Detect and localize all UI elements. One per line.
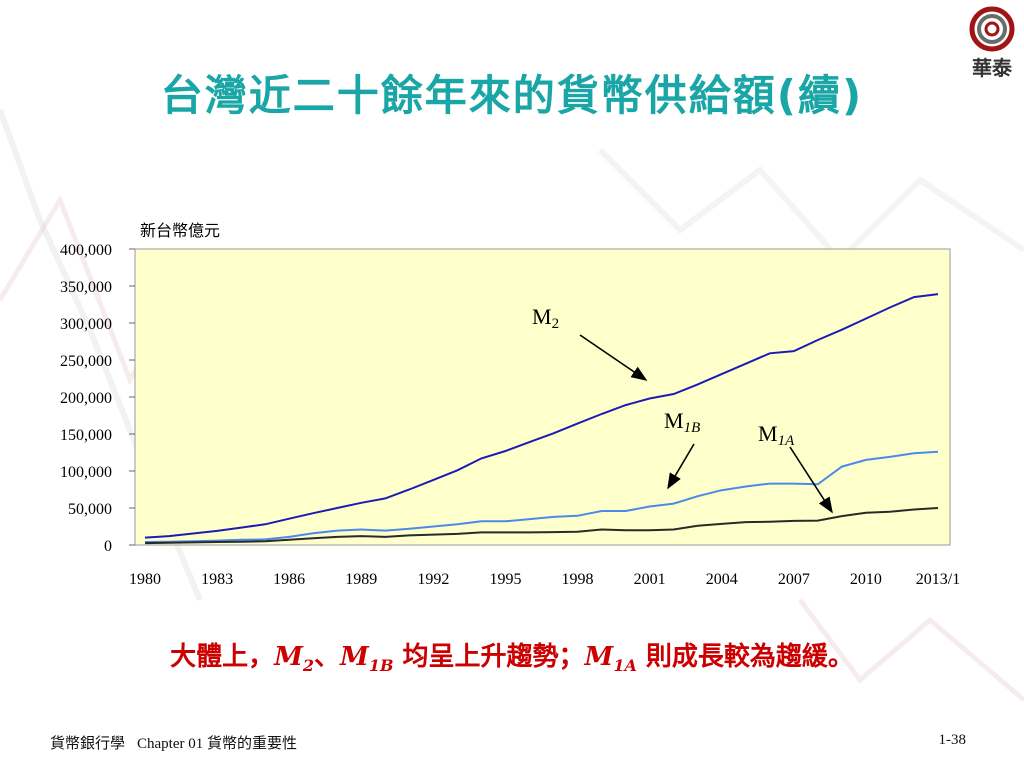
- x-tick-label: 2001: [634, 571, 666, 588]
- series-label-m1a: M1A: [758, 421, 795, 449]
- footer-page-number: 1-38: [938, 732, 967, 748]
- y-tick-label: 400,000: [60, 242, 112, 259]
- series-label-m2: M2: [532, 304, 559, 332]
- y-tick-label: 300,000: [60, 316, 112, 333]
- series-arrow-m2: [579, 334, 648, 381]
- y-tick-label: 250,000: [60, 353, 112, 370]
- x-tick-label: 1989: [345, 571, 377, 588]
- money-supply-chart: 新台幣億元 0 50,000 100,000 150,000 200,000 250,00…: [60, 221, 960, 588]
- y-axis-unit-label: 新台幣億元: [140, 221, 220, 240]
- caption-part3: 則成長較為趨緩。: [636, 642, 854, 672]
- x-tick-label: 2010: [850, 571, 882, 588]
- x-tick-label: 1983: [201, 571, 233, 588]
- y-tick-label: 50,000: [68, 501, 112, 518]
- x-tick-label: 1980: [129, 571, 161, 588]
- series-annotations: M2 M1B M1A: [532, 304, 833, 514]
- axis-ticks: 0 50,000 100,000 150,000 200,000 250,000 300,0…: [60, 242, 960, 588]
- series-label-m1b: M1B: [664, 408, 700, 436]
- series-line-m2: [144, 293, 939, 539]
- logo-text: 華泰: [972, 56, 1012, 80]
- caption-text: 大體上，M2、M1B 均呈上升趨勢；M1A 則成長較為趨緩。: [0, 636, 1024, 675]
- plot-area: [134, 248, 951, 546]
- caption-m2-sub: 2: [302, 656, 315, 676]
- logo-emblem-icon: [969, 6, 1015, 52]
- caption-m1a-sub: 1A: [613, 656, 637, 676]
- page-title: 台灣近二十餘年來的貨幣供給額(續): [160, 71, 864, 120]
- caption-m1b: M: [340, 642, 369, 672]
- y-tick-label: 100,000: [60, 464, 112, 481]
- caption-part1: 大體上，: [170, 642, 275, 672]
- series-arrow-m1b: [667, 443, 695, 490]
- x-tick-label: 2013/1: [916, 571, 960, 588]
- caption-part2: 均呈上升趨勢；: [393, 642, 585, 672]
- y-tick-label: 0: [104, 538, 112, 555]
- footer-book: 貨幣銀行學: [50, 736, 126, 752]
- series-arrow-m1a: [789, 446, 833, 514]
- x-tick-label: 1986: [273, 571, 305, 588]
- y-tick-label: 150,000: [60, 427, 112, 444]
- x-tick-label: 1992: [417, 571, 449, 588]
- caption-sep: 、: [314, 642, 341, 672]
- series-lines: [144, 293, 939, 545]
- x-tick-label: 1998: [562, 571, 594, 588]
- caption-m2: M: [274, 642, 303, 672]
- series-line-m1b: [144, 450, 939, 543]
- x-tick-label: 2007: [778, 571, 810, 588]
- x-tick-label: 1995: [489, 571, 521, 588]
- footer-course: 貨幣銀行學 Chapter 01 貨幣的重要性: [50, 732, 297, 753]
- publisher-logo: 華泰: [964, 6, 1020, 80]
- y-tick-label: 200,000: [60, 390, 112, 407]
- x-tick-label: 2004: [706, 571, 738, 588]
- caption-m1b-sub: 1B: [368, 656, 394, 676]
- y-tick-label: 350,000: [60, 279, 112, 296]
- caption-m1a: M: [584, 642, 614, 672]
- series-line-m1a: [144, 507, 939, 545]
- footer-chapter: Chapter 01 貨幣的重要性: [137, 736, 297, 752]
